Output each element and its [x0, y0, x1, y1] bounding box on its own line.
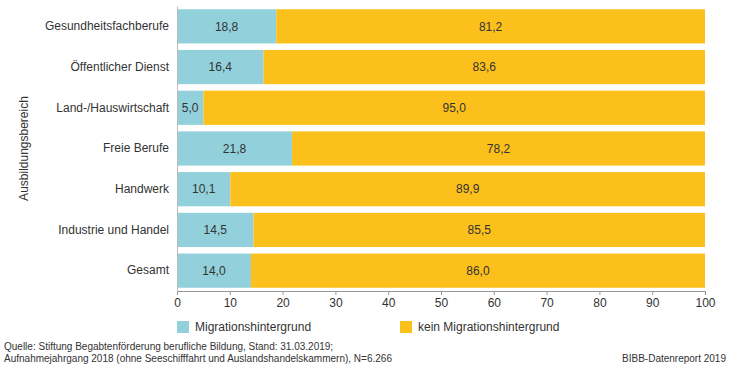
x-tick-mark: [547, 291, 548, 295]
legend-label: kein Migrationshintergrund: [418, 320, 559, 334]
legend-swatch: [400, 321, 412, 333]
y-tick-label: Land-/Hauswirtschaft: [56, 101, 169, 115]
data-label: 95,0: [443, 101, 467, 115]
bar-segment: [177, 91, 203, 125]
legend-item: Migrationshintergrund: [177, 320, 311, 334]
y-tick: Gesamt: [127, 263, 177, 277]
legend-label: Migrationshintergrund: [195, 320, 311, 334]
bar-segment: [177, 172, 230, 206]
bar-segment: [177, 213, 254, 247]
x-tick-mark: [599, 291, 600, 295]
bar-segment: [177, 50, 264, 84]
bar-segment: [203, 91, 705, 125]
x-tick-mark: [230, 291, 231, 295]
x-tick-mark: [388, 291, 389, 295]
x-tick: 60: [488, 291, 502, 310]
y-axis-title: Ausbildungsbereich: [17, 96, 31, 201]
x-tick-mark: [652, 291, 653, 295]
y-tick-label: Gesundheitsfachberufe: [45, 19, 169, 33]
x-tick-mark: [283, 291, 284, 295]
y-tick: Öffentlicher Dienst: [71, 60, 178, 74]
x-tick-label: 10: [224, 296, 238, 310]
data-label: 5,0: [182, 101, 199, 115]
data-label: 83,6: [473, 60, 497, 74]
y-tick: Handwerk: [115, 182, 177, 196]
x-tick-mark: [177, 291, 178, 295]
x-tick: 100: [695, 291, 715, 310]
data-label: 21,8: [223, 142, 247, 156]
data-label: 10,1: [192, 182, 216, 196]
x-tick-label: 50: [435, 296, 449, 310]
x-tick-label: 0: [174, 296, 181, 310]
y-tick-label: Handwerk: [115, 182, 170, 196]
data-label: 16,4: [209, 60, 233, 74]
y-tick-label: Öffentlicher Dienst: [71, 60, 170, 74]
data-label: 86,0: [466, 264, 490, 278]
x-tick: 30: [329, 291, 343, 310]
x-tick-mark: [441, 291, 442, 295]
y-tick: Industrie und Handel: [58, 223, 177, 237]
y-tick: Freie Berufe: [103, 141, 177, 155]
x-tick: 20: [276, 291, 290, 310]
x-tick: 80: [593, 291, 607, 310]
x-tick-label: 80: [593, 296, 607, 310]
y-tick-label: Freie Berufe: [103, 141, 169, 155]
legend: Migrationshintergrund kein Migrationshint…: [177, 320, 559, 334]
y-axis-line: [177, 7, 178, 292]
x-tick: 50: [435, 291, 449, 310]
data-label: 89,9: [456, 182, 480, 196]
x-tick: 70: [540, 291, 554, 310]
x-tick-label: 20: [276, 296, 290, 310]
x-tick-label: 60: [488, 296, 502, 310]
x-tick-mark: [494, 291, 495, 295]
bar-segment: [276, 9, 705, 43]
plot: 18,8 16,4 5,0 21,8 10,1 14,5 14,0 81,2 83,6 95,0 7…: [45, 7, 716, 310]
bar-segment: [177, 131, 292, 165]
bars: [177, 9, 705, 287]
bar-segment: [292, 131, 705, 165]
source-note: Quelle: Stiftung Begabtenförderung beruf…: [4, 341, 333, 352]
x-axis: 0 10 20 30 40 50 60 70 80 90 100: [174, 291, 716, 310]
data-label: 81,2: [479, 20, 503, 34]
data-label: 14,0: [202, 264, 226, 278]
x-tick-label: 70: [540, 296, 554, 310]
x-tick-label: 30: [329, 296, 343, 310]
data-label: 18,8: [215, 20, 239, 34]
y-tick: Gesundheitsfachberufe: [45, 19, 177, 33]
data-label: 85,5: [468, 223, 492, 237]
credit: BIBB-Datenreport 2019: [622, 353, 726, 364]
x-tick-label: 100: [695, 296, 715, 310]
data-label: 14,5: [204, 223, 228, 237]
bar-segment: [264, 50, 705, 84]
data-labels: 18,8 16,4 5,0 21,8 10,1 14,5 14,0 81,2 83,6 95,0 7…: [182, 20, 511, 278]
legend-swatch: [177, 321, 189, 333]
data-label: 78,2: [487, 142, 511, 156]
bar-segment: [254, 213, 705, 247]
source-note: Aufnahmejahrgang 2018 (ohne Seeschifffah…: [4, 353, 392, 364]
bar-segment: [251, 254, 705, 288]
y-tick: Land-/Hauswirtschaft: [56, 101, 177, 115]
y-tick-label: Gesamt: [127, 263, 170, 277]
legend-item: kein Migrationshintergrund: [400, 320, 559, 334]
x-tick-label: 40: [382, 296, 396, 310]
bar-segment: [230, 172, 705, 206]
x-tick: 90: [646, 291, 660, 310]
x-tick-mark: [705, 291, 706, 295]
y-tick-label: Industrie und Handel: [58, 223, 169, 237]
x-tick: 40: [382, 291, 396, 310]
x-tick: 0: [174, 291, 181, 310]
chart: 18,8 16,4 5,0 21,8 10,1 14,5 14,0 81,2 83,6 95,0 7…: [0, 0, 730, 369]
bar-segment: [177, 9, 276, 43]
x-tick: 10: [224, 291, 238, 310]
x-tick-label: 90: [646, 296, 660, 310]
bar-segment: [177, 254, 251, 288]
x-tick-mark: [335, 291, 336, 295]
y-axis: Gesundheitsfachberufe Öffentlicher Dienst…: [45, 7, 178, 292]
